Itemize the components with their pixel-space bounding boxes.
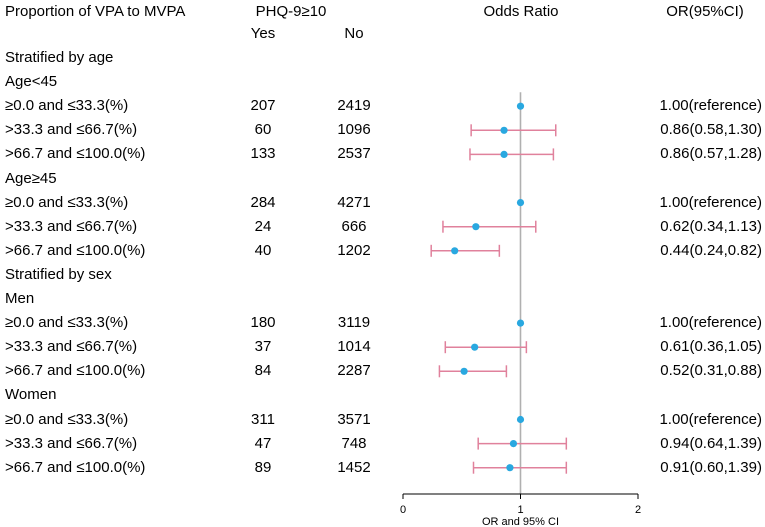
or-point: [506, 464, 514, 472]
or-point: [516, 415, 525, 424]
no-count: 3119: [337, 314, 371, 332]
group-label: Men: [5, 290, 35, 307]
no-count: 2287: [337, 362, 371, 380]
or-ci-text: 0.86(0.58,1.30): [660, 121, 762, 139]
row-label: >66.7 and ≤100.0(%): [5, 458, 146, 476]
row-label: ≥0.0 and ≤33.3(%): [5, 410, 129, 428]
no-count: 2419: [337, 97, 371, 115]
yes-count: 284: [250, 193, 276, 211]
header-or-ci: OR(95%CI): [666, 3, 744, 20]
row-label: ≥0.0 and ≤33.3(%): [5, 314, 129, 332]
or-point: [500, 126, 508, 134]
section-label: Stratified by sex: [5, 265, 112, 283]
header-yes: Yes: [250, 25, 276, 42]
yes-count: 133: [250, 145, 276, 163]
header-phq: PHQ-9≥10: [255, 3, 327, 20]
no-count: 2537: [337, 145, 371, 163]
yes-count: 37: [254, 338, 272, 356]
no-count: 1014: [337, 338, 371, 356]
or-ci-text: 0.44(0.24,0.82): [660, 241, 762, 259]
x-axis-label: OR and 95% CI: [482, 516, 559, 527]
or-ci-text: 1.00(reference): [659, 410, 762, 428]
row-label: ≥0.0 and ≤33.3(%): [5, 97, 129, 115]
or-point: [460, 367, 468, 375]
yes-count: 24: [254, 217, 272, 235]
row-label: >66.7 and ≤100.0(%): [5, 362, 146, 380]
group-label: Age≥45: [5, 169, 57, 187]
no-count: 748: [341, 434, 367, 452]
no-count: 3571: [337, 410, 371, 428]
or-point: [471, 343, 479, 351]
yes-count: 47: [254, 434, 272, 452]
row-label: >33.3 and ≤66.7(%): [5, 121, 138, 139]
or-ci-text: 1.00(reference): [659, 314, 762, 332]
row-label: >66.7 and ≤100.0(%): [5, 241, 146, 259]
or-point: [516, 199, 525, 207]
no-count: 1452: [337, 458, 371, 476]
group-label: Age<45: [5, 73, 58, 91]
yes-count: 89: [254, 458, 272, 476]
or-point: [500, 150, 508, 158]
or-ci-text: 0.52(0.31,0.88): [660, 362, 762, 380]
x-tick-label: 0: [400, 504, 406, 516]
row-label: >66.7 and ≤100.0(%): [5, 145, 146, 163]
or-point: [472, 223, 480, 231]
yes-count: 40: [254, 241, 272, 259]
row-label: ≥0.0 and ≤33.3(%): [5, 193, 129, 211]
or-point: [516, 319, 525, 327]
group-label: Women: [5, 386, 57, 404]
no-count: 1202: [337, 241, 371, 259]
header-no: No: [344, 25, 364, 42]
or-ci-text: 0.91(0.60,1.39): [660, 458, 762, 476]
no-count: 666: [341, 217, 367, 235]
or-ci-text: 1.00(reference): [659, 193, 762, 211]
yes-count: 60: [254, 121, 272, 139]
x-tick-label: 2: [635, 504, 641, 516]
or-ci-text: 0.61(0.36,1.05): [660, 338, 762, 356]
yes-count: 180: [250, 314, 276, 332]
row-label: >33.3 and ≤66.7(%): [5, 338, 138, 356]
or-ci-text: 0.62(0.34,1.13): [660, 217, 762, 235]
or-ci-text: 0.86(0.57,1.28): [660, 145, 762, 163]
yes-count: 207: [250, 97, 276, 115]
yes-count: 84: [254, 362, 272, 380]
x-tick-label: 1: [517, 504, 523, 516]
header-odds-ratio: Odds Ratio: [483, 3, 559, 20]
or-ci-text: 1.00(reference): [659, 97, 762, 115]
no-count: 4271: [337, 193, 371, 211]
or-point: [509, 440, 518, 448]
or-point: [516, 102, 525, 110]
header-proportion: Proportion of VPA to MVPA: [5, 3, 186, 20]
yes-count: 311: [251, 410, 275, 428]
row-label: >33.3 and ≤66.7(%): [5, 217, 138, 235]
or-point: [451, 247, 459, 255]
or-ci-text: 0.94(0.64,1.39): [660, 434, 762, 452]
section-label: Stratified by age: [5, 49, 114, 66]
row-label: >33.3 and ≤66.7(%): [5, 434, 138, 452]
no-count: 1096: [337, 121, 371, 139]
